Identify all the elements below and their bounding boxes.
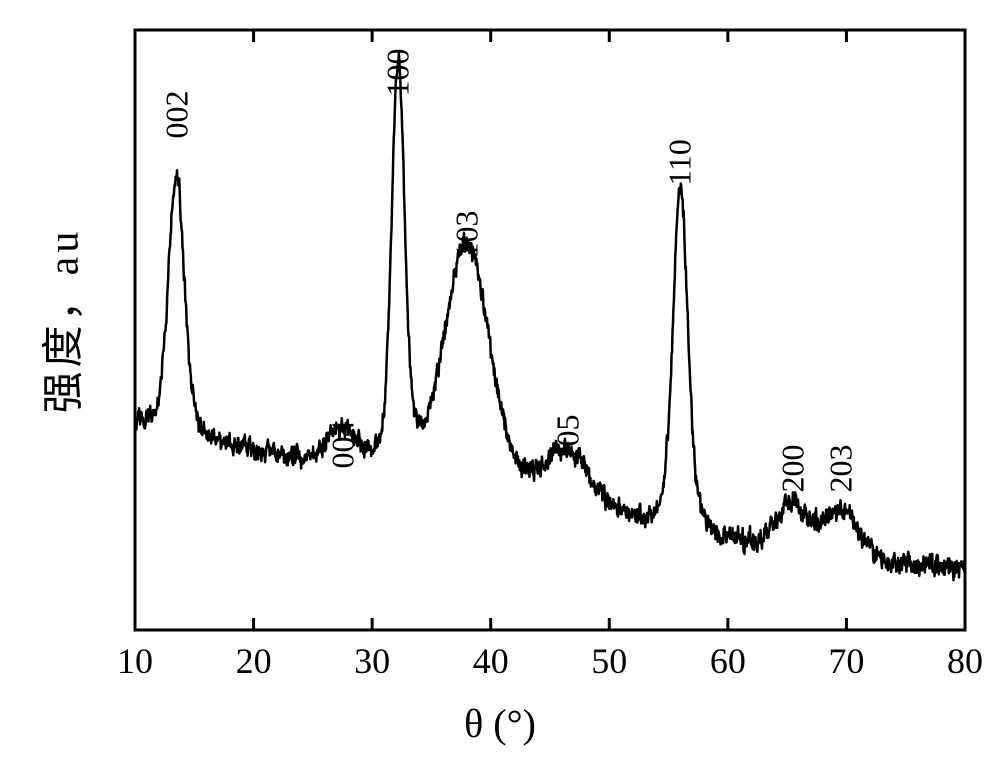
x-tick-label: 30 xyxy=(332,640,412,682)
peak-label: 004 xyxy=(324,395,361,495)
peak-label: 200 xyxy=(775,419,812,519)
peak-label: 100 xyxy=(380,23,417,123)
x-tick-label: 20 xyxy=(214,640,294,682)
y-axis-label: 强度，au xyxy=(30,211,91,431)
peak-label: 110 xyxy=(662,113,699,213)
peak-label: 105 xyxy=(549,389,586,489)
x-tick-label: 40 xyxy=(451,640,531,682)
x-tick-label: 50 xyxy=(569,640,649,682)
peak-label: 103 xyxy=(449,185,486,285)
x-axis-label-text: θ (°) xyxy=(464,701,536,746)
x-axis-label: θ (°) xyxy=(0,700,1000,747)
peak-label: 203 xyxy=(822,419,859,519)
x-tick-label: 60 xyxy=(688,640,768,682)
x-tick-label: 10 xyxy=(95,640,175,682)
y-axis-label-text: 强度，au xyxy=(42,228,88,414)
peak-label: 002 xyxy=(158,65,195,165)
x-tick-label: 80 xyxy=(925,640,1000,682)
x-tick-label: 70 xyxy=(806,640,886,682)
xrd-chart-container: 强度，au θ (°) 10 20 30 40 50 60 70 80 002 004 100 10… xyxy=(0,0,1000,766)
plot-frame xyxy=(135,30,965,630)
